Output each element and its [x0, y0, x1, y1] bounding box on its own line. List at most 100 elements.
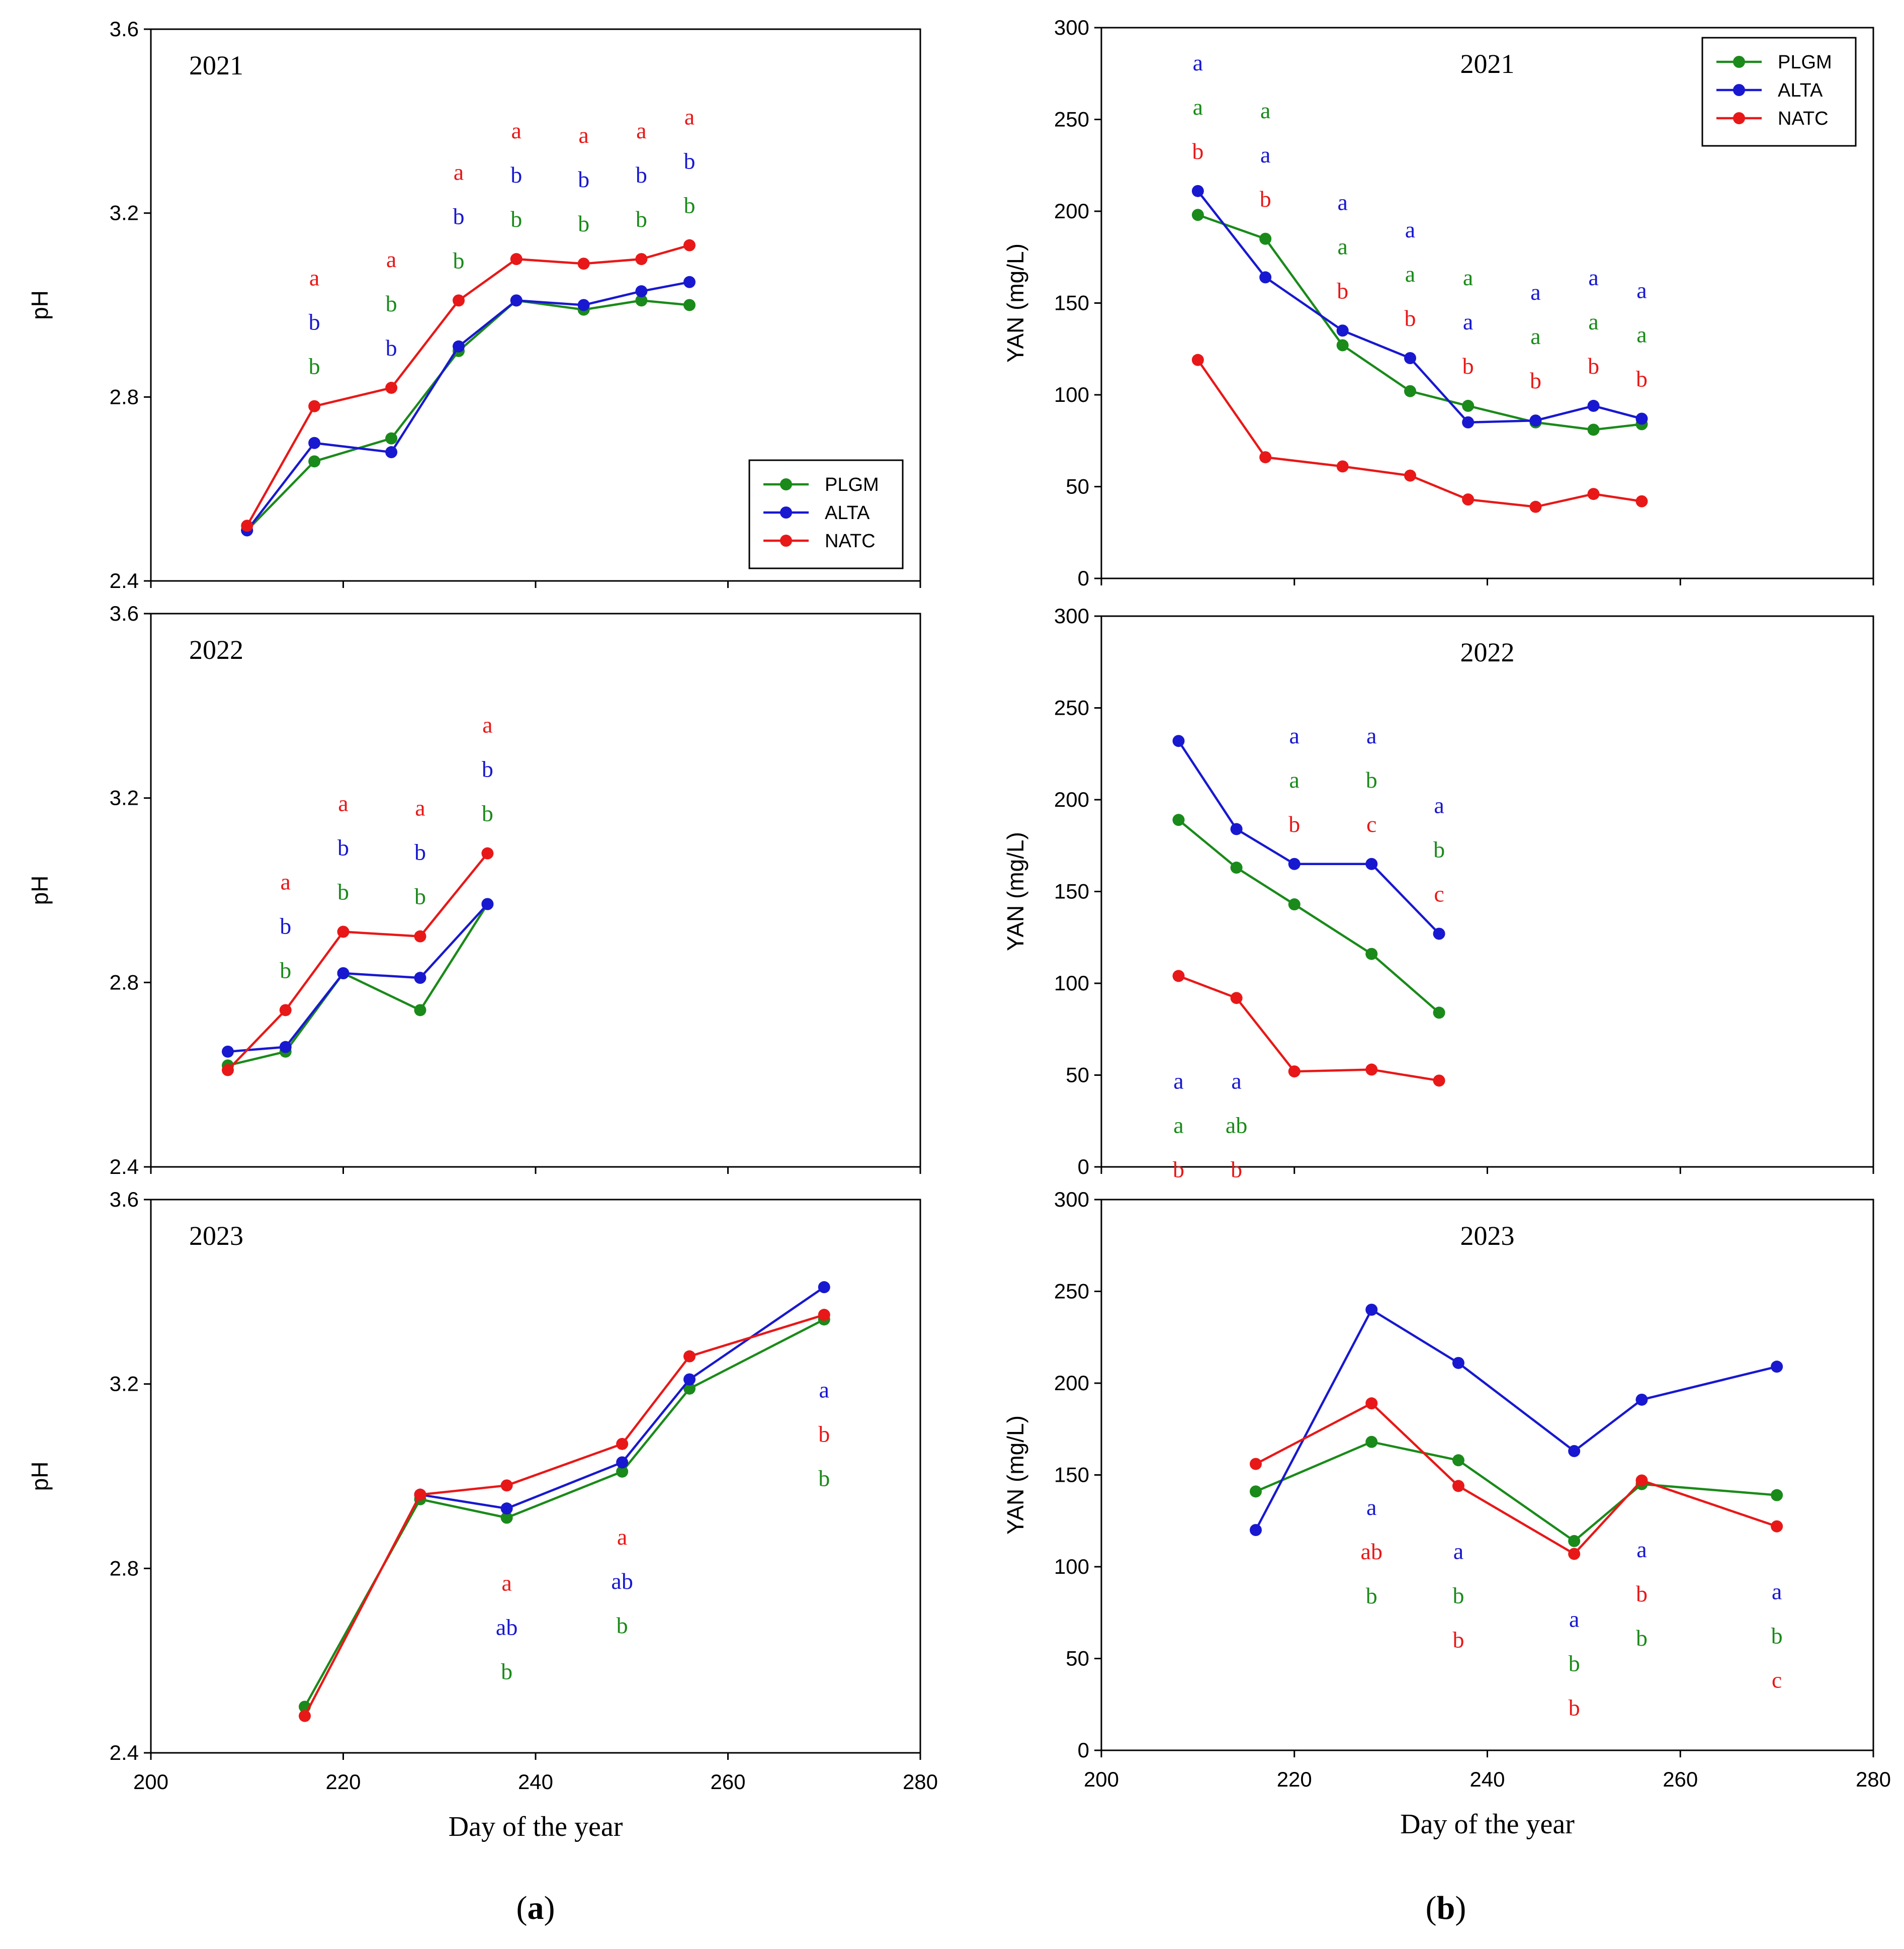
y-tick-label: 100: [1054, 383, 1089, 406]
y-tick-label: 3.2: [110, 1372, 139, 1396]
significance-letter-natc: b: [818, 1421, 830, 1447]
significance-letter-natc: a: [454, 159, 464, 185]
significance-letter-alta: a: [1530, 279, 1540, 305]
significance-letter-plgm: b: [501, 1659, 512, 1684]
significance-letter-alta: a: [1231, 1068, 1241, 1094]
chart-ph-2021: 2.42.83.23.6pH2021abbabbabbabbabbabbabbP…: [27, 17, 921, 592]
chart-ph-2023: 2.4 2.8 3.2 3.6 200 220 240 260 280 pH Day of the …: [27, 1188, 938, 1842]
significance-letter-alta: b: [510, 162, 522, 188]
data-point-alta: [1771, 1361, 1783, 1373]
significance-letter-natc: b: [1337, 278, 1348, 303]
data-point-natc: [1365, 1397, 1378, 1410]
significance-letter-alta: a: [1173, 1068, 1183, 1094]
significance-letter-plgm: a: [1636, 321, 1647, 347]
significance-letter-alta: a: [1405, 217, 1415, 242]
significance-letter-natc: a: [636, 118, 646, 143]
y-tick-label: 300: [1054, 1188, 1089, 1211]
chart-title: 2023: [189, 1221, 243, 1251]
y-tick-label: 200: [1054, 1371, 1089, 1395]
data-point-natc: [414, 1488, 426, 1501]
significance-letter-plgm: b: [636, 206, 647, 232]
data-point-alta: [683, 1373, 696, 1386]
significance-letter-natc: a: [482, 712, 492, 738]
significance-letter-alta: ab: [611, 1568, 633, 1594]
y-tick-label: 3.6: [110, 1188, 139, 1211]
x-tick-label: 200: [1084, 1767, 1119, 1791]
significance-letter-plgm: a: [1260, 98, 1270, 123]
significance-letter-alta: b: [482, 756, 493, 782]
significance-letter-alta: b: [636, 162, 647, 188]
legend-label-natc: NATC: [1778, 108, 1829, 129]
y-tick-label: 250: [1054, 1280, 1089, 1303]
series-line-natc: [1197, 359, 1642, 508]
data-point-alta: [1259, 271, 1272, 284]
significance-letter-natc: a: [338, 791, 348, 816]
significance-letter-alta: a: [1569, 1606, 1579, 1632]
y-tick-label: 200: [1054, 788, 1089, 811]
significance-letter-plgm: b: [1366, 767, 1377, 793]
data-point-natc: [1365, 1063, 1378, 1076]
significance-letter-natc: b: [1462, 353, 1474, 379]
x-axis-title: Day of the year: [449, 1811, 623, 1842]
data-point-plgm: [1191, 209, 1204, 221]
significance-letter-plgm: b: [414, 884, 426, 909]
data-point-natc: [1529, 500, 1542, 513]
y-axis-title: pH: [27, 1462, 53, 1491]
legend-swatch-marker: [780, 506, 792, 519]
significance-letter-alta: a: [1463, 309, 1473, 334]
data-point-alta: [1336, 324, 1349, 337]
significance-letter-natc: a: [281, 869, 291, 894]
x-tick-label: 220: [325, 1770, 361, 1794]
chart-title: 2021: [189, 50, 243, 80]
data-point-alta: [635, 285, 648, 298]
panel-label-b: (b): [1426, 1890, 1466, 1926]
significance-letter-natc: b: [1588, 353, 1599, 379]
data-point-alta: [1191, 185, 1204, 197]
significance-letter-plgm: a: [1405, 261, 1415, 287]
significance-letter-natc: b: [1231, 1157, 1242, 1182]
data-point-natc: [818, 1309, 830, 1321]
significance-letter-natc: b: [1260, 186, 1271, 212]
series-line-natc: [1178, 975, 1439, 1082]
data-point-plgm: [1462, 399, 1475, 412]
plot-frame: [1100, 1199, 1874, 1751]
y-tick-label: 100: [1054, 1555, 1089, 1578]
data-point-alta: [683, 276, 696, 288]
significance-letter-alta: ab: [496, 1615, 517, 1640]
y-tick-label: 50: [1066, 1647, 1089, 1670]
y-tick-label: 2.8: [110, 385, 139, 408]
series-line-natc: [1255, 1402, 1777, 1556]
significance-letter-plgm: a: [1530, 323, 1540, 349]
data-point-alta: [279, 1041, 292, 1053]
series-line-alta: [1177, 740, 1440, 935]
data-point-alta: [1288, 858, 1301, 870]
significance-letter-alta: a: [1366, 723, 1376, 748]
significance-letter-alta: a: [1434, 792, 1444, 818]
significance-letter-plgm: b: [1366, 1583, 1377, 1608]
chart-title: 2022: [189, 635, 243, 665]
data-point-alta: [1587, 399, 1600, 412]
legend: PLGM ALTA NATC: [748, 459, 904, 569]
data-point-natc: [241, 520, 253, 532]
significance-letter-plgm: b: [453, 247, 465, 273]
significance-letter-plgm: b: [818, 1465, 830, 1491]
significance-letter-natc: a: [415, 795, 425, 821]
series-line-natc: [246, 244, 690, 527]
data-point-natc: [635, 253, 648, 266]
legend-label-plgm: PLGM: [825, 474, 879, 495]
significance-letter-natc: c: [1366, 811, 1376, 837]
plot-frame: [150, 613, 921, 1168]
significance-letter-plgm: a: [1289, 767, 1300, 793]
data-point-alta: [222, 1045, 234, 1058]
data-point-natc: [222, 1064, 234, 1076]
data-point-plgm: [308, 455, 321, 468]
significance-letter-alta: a: [1193, 50, 1203, 75]
significance-letter-plgm: a: [1463, 265, 1473, 290]
y-axis-title: YAN (mg/L): [1002, 1415, 1028, 1535]
significance-letter-plgm: a: [1173, 1113, 1183, 1138]
significance-letter-plgm: a: [1193, 94, 1203, 120]
y-tick-label: 0: [1078, 1155, 1089, 1178]
significance-letter-natc: a: [617, 1524, 627, 1550]
data-point-plgm: [414, 1004, 426, 1016]
